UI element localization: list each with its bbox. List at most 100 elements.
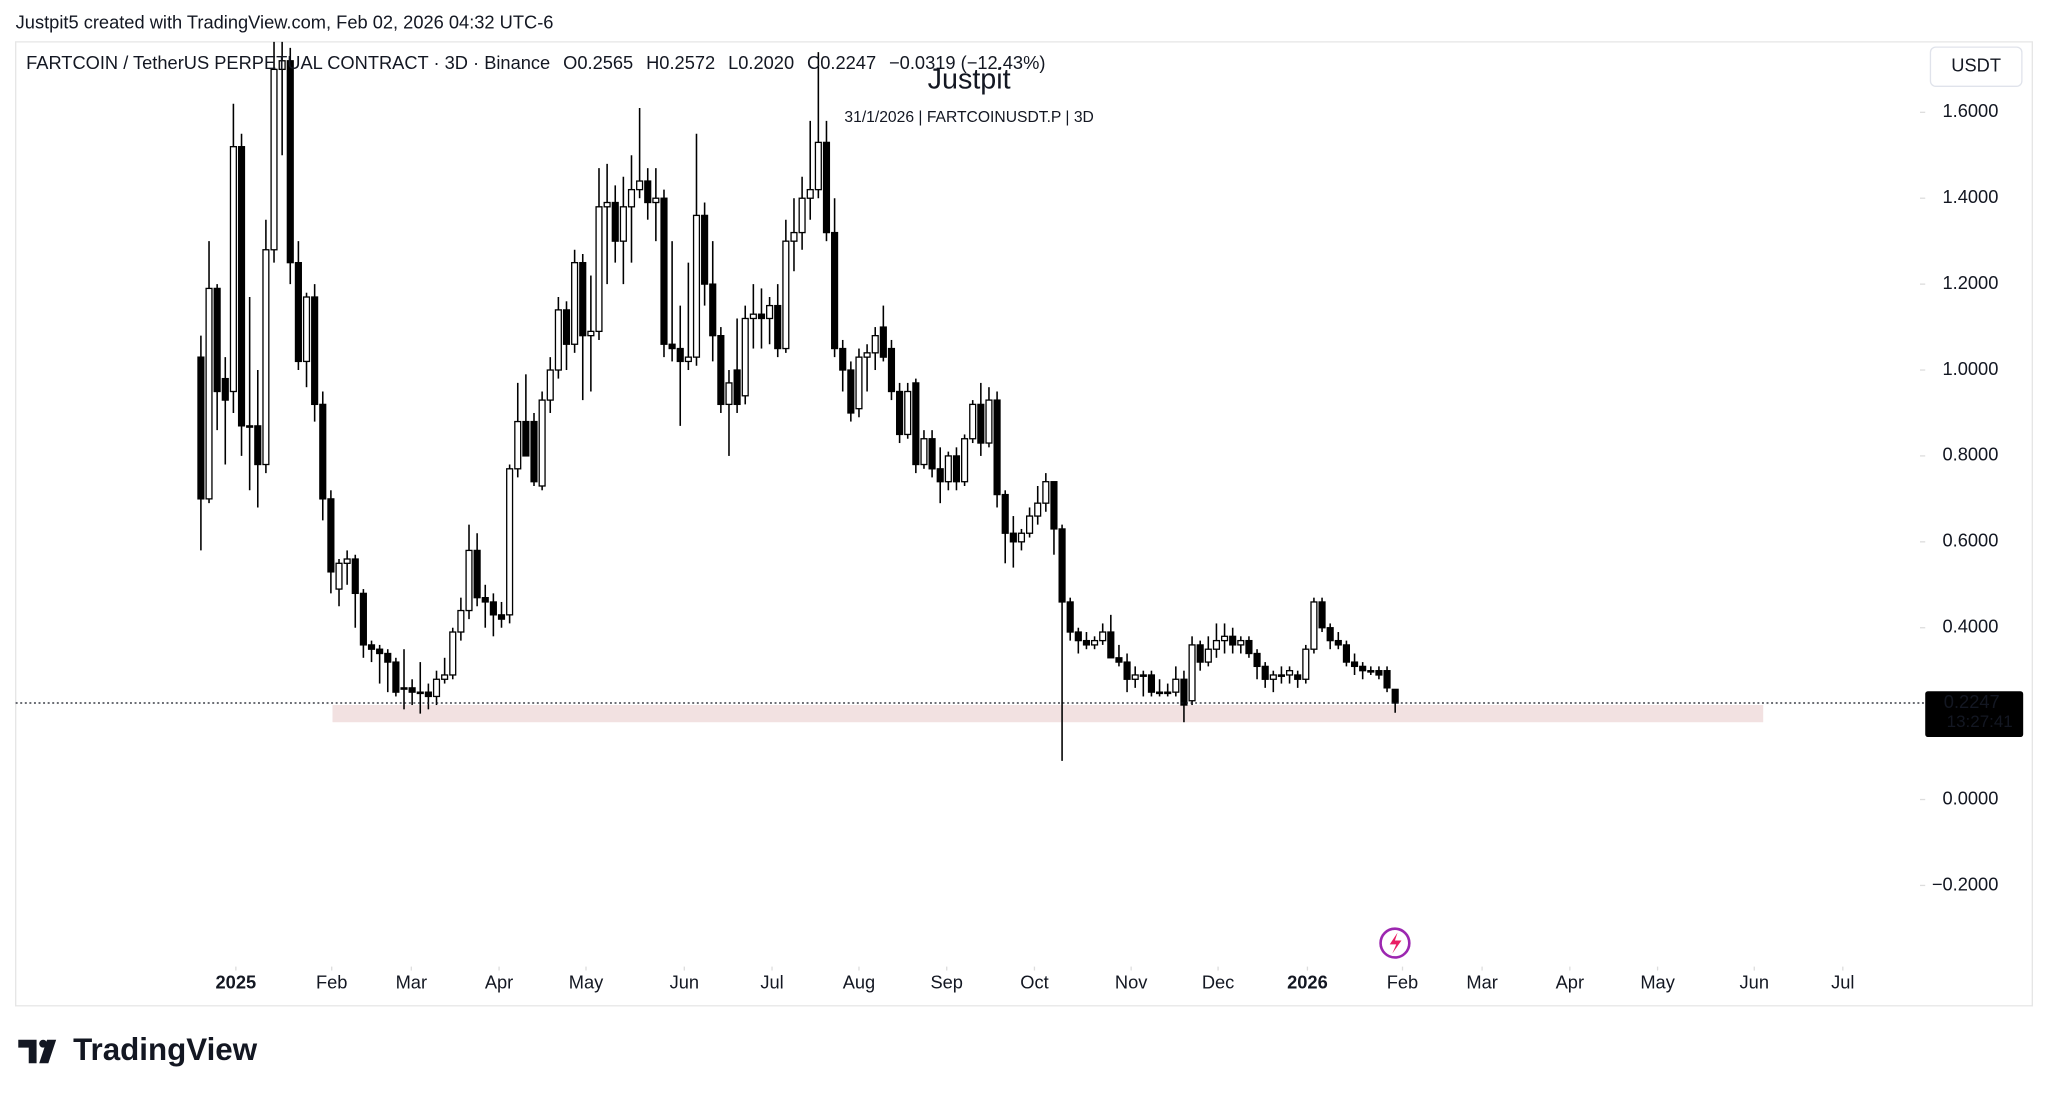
- candle-body: [1099, 631, 1107, 642]
- x-tick-label: Sep: [930, 971, 963, 992]
- candle-body: [319, 403, 327, 500]
- candle-body: [489, 601, 497, 616]
- candle-body: [205, 287, 213, 500]
- ohlc-low: L0.2020: [728, 52, 794, 73]
- candle-body: [1107, 631, 1115, 659]
- candle-body: [652, 197, 660, 204]
- candle-body: [1009, 532, 1017, 543]
- event-icon[interactable]: [1379, 927, 1411, 959]
- currency[interactable]: USDT: [1951, 55, 2001, 76]
- candle-body: [1367, 670, 1375, 673]
- candle-body: [1034, 502, 1042, 517]
- candle-body: [603, 201, 611, 208]
- candle-body: [213, 287, 221, 393]
- currency-box[interactable]: [1929, 46, 2023, 87]
- change: −0.0319 (−12.43%): [889, 52, 1045, 73]
- plot-area: [197, 41, 1764, 761]
- candle-body: [384, 652, 392, 663]
- candle-body: [522, 420, 530, 457]
- candle-body: [717, 335, 725, 406]
- last-price-box: [1925, 691, 2024, 737]
- chart-subtitle: 31/1/2026 | FARTCOINUSDT.P | 3D: [844, 109, 1093, 126]
- candle-body: [270, 68, 278, 251]
- candle-body: [1164, 691, 1172, 695]
- y-tick-label: 0.6000: [1942, 530, 1998, 551]
- y-tick-label: 1.0000: [1942, 358, 1998, 379]
- candle-body: [1269, 674, 1277, 680]
- candle-body: [1058, 528, 1066, 603]
- candle-body: [692, 214, 701, 358]
- candle-body: [538, 399, 546, 487]
- candle-body: [668, 343, 676, 350]
- candle-body: [1277, 674, 1286, 677]
- candle-body: [863, 352, 871, 358]
- candle-body: [1294, 674, 1302, 680]
- candle-body: [1050, 481, 1058, 530]
- candle-body: [684, 356, 692, 363]
- candle-body: [1042, 481, 1050, 504]
- candle-body: [1082, 639, 1091, 646]
- candle-body: [571, 261, 579, 345]
- candle-body: [1383, 670, 1391, 689]
- symbol: FARTCOIN / TetherUS PERPETUAL CONTRACT ·…: [26, 52, 550, 73]
- y-tick-label: 1.6000: [1942, 100, 1998, 121]
- candle-body: [871, 335, 879, 354]
- candle-body: [530, 420, 538, 483]
- header: Justpit5 created with TradingView.com, F…: [16, 11, 554, 32]
- candle-body: [481, 597, 489, 603]
- candle-body: [920, 438, 928, 466]
- candle-body: [1066, 601, 1074, 633]
- x-tick-label: Jul: [1831, 971, 1854, 992]
- candle-body: [709, 283, 717, 337]
- candle-body: [904, 390, 912, 436]
- x-tick-label: Feb: [1387, 971, 1418, 992]
- candle-body: [1261, 665, 1269, 680]
- candle-body: [1342, 644, 1351, 663]
- candle-body: [1115, 657, 1123, 663]
- candle-body: [912, 382, 920, 466]
- y-tick-label: 1.2000: [1942, 272, 1998, 293]
- candle-body: [376, 648, 384, 655]
- candle-body: [1326, 627, 1334, 642]
- candle-body: [514, 420, 522, 470]
- ohlc-open: O0.2565: [563, 52, 633, 73]
- candle-body: [1212, 639, 1221, 650]
- candle-body: [774, 304, 782, 350]
- candle-body: [432, 678, 441, 698]
- candle-body: [497, 614, 506, 620]
- candle-body: [782, 240, 790, 350]
- candle-body: [595, 206, 603, 333]
- candle-body: [936, 468, 944, 483]
- candle-body: [733, 369, 741, 406]
- candle-body: [587, 330, 595, 337]
- candle-body: [1310, 601, 1318, 650]
- candle-body: [1302, 648, 1310, 680]
- candle-body: [725, 382, 733, 406]
- candle-body: [400, 687, 408, 690]
- candle-body: [367, 644, 376, 650]
- chart-title: Justpit: [928, 64, 1011, 96]
- candle-body: [343, 558, 351, 564]
- x-tick-label: 2025: [216, 971, 257, 992]
- candle-body: [1237, 639, 1245, 646]
- candle-body: [619, 206, 627, 242]
- candle-body: [993, 399, 1001, 496]
- candle-body: [952, 455, 961, 483]
- ohlc-close: C0.2247: [807, 52, 876, 73]
- candle-body: [831, 231, 839, 350]
- candle-body: [408, 687, 416, 693]
- candle-body: [1220, 635, 1229, 642]
- candle-body: [465, 549, 473, 612]
- candle-body: [814, 141, 822, 191]
- candle-body: [806, 188, 814, 199]
- candle-body: [311, 296, 319, 406]
- candle-body: [1139, 674, 1147, 677]
- candle-body: [1188, 644, 1196, 702]
- candle-body: [441, 674, 449, 680]
- candle-body: [262, 249, 270, 466]
- candle-body: [359, 592, 367, 646]
- candle-body: [855, 356, 863, 410]
- candle-body: [1334, 639, 1342, 646]
- candle-body: [969, 403, 977, 440]
